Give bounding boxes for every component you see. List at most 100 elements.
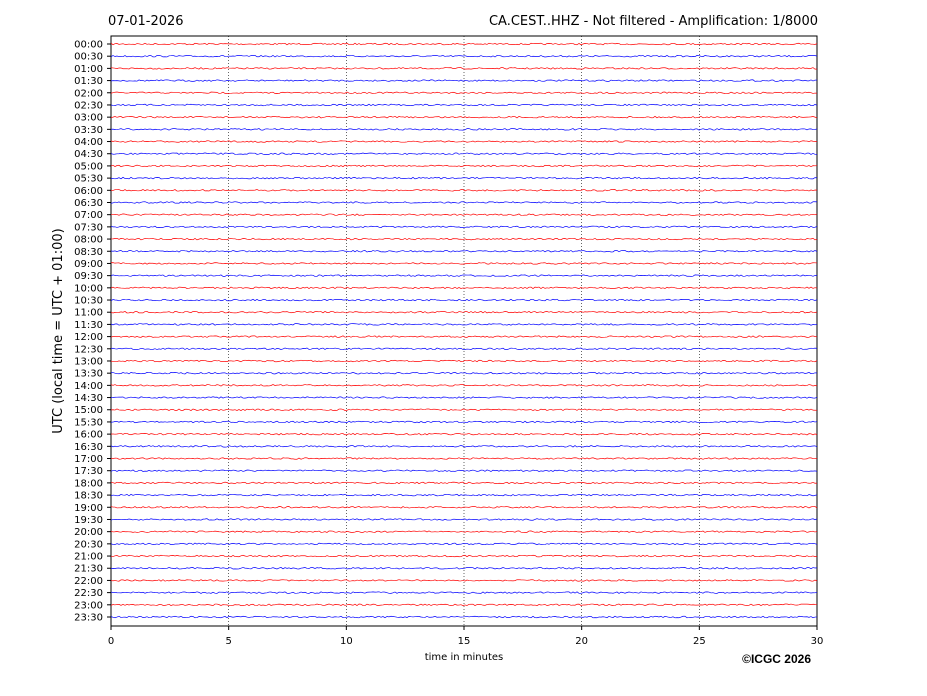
trace (110, 408, 818, 411)
y-tick-label: 22:00 (74, 576, 103, 587)
y-tick-label: 12:30 (74, 344, 103, 355)
y-tick-label: 21:30 (74, 564, 103, 575)
x-axis-label: time in minutes (425, 652, 504, 663)
trace (110, 481, 818, 485)
trace (110, 323, 818, 326)
y-tick-label: 00:30 (74, 52, 103, 63)
y-tick-label: 14:30 (74, 393, 103, 404)
trace (110, 432, 818, 436)
y-tick-label: 11:00 (74, 308, 103, 319)
trace (110, 128, 818, 131)
trace (110, 603, 818, 606)
x-tick-label: 25 (693, 636, 706, 647)
y-tick-label: 17:00 (74, 454, 103, 465)
trace (110, 152, 818, 155)
trace (110, 420, 818, 424)
trace (110, 250, 818, 253)
y-tick-label: 18:00 (74, 478, 103, 489)
y-tick-label: 15:00 (74, 405, 103, 416)
y-tick-label: 02:30 (74, 100, 103, 111)
trace (110, 445, 818, 448)
y-tick-label: 08:30 (74, 247, 103, 258)
y-tick-label: 04:00 (74, 137, 103, 148)
y-tick-label: 21:00 (74, 552, 103, 563)
trace (110, 103, 818, 107)
trace (110, 615, 818, 619)
y-tick-label: 19:30 (74, 515, 103, 526)
y-tick-label: 00:00 (74, 40, 103, 51)
trace (110, 91, 818, 94)
y-tick-label: 15:30 (74, 417, 103, 428)
y-tick-label: 11:30 (74, 320, 103, 331)
y-tick-label: 04:30 (74, 149, 103, 160)
trace (110, 262, 818, 265)
y-tick-label: 16:30 (74, 442, 103, 453)
trace (110, 567, 818, 570)
trace (110, 54, 818, 58)
y-tick-label: 20:00 (74, 527, 103, 538)
x-tick-label: 10 (340, 636, 353, 647)
x-tick-label: 30 (811, 636, 824, 647)
trace (110, 347, 818, 350)
trace (110, 298, 818, 302)
y-tick-label: 08:00 (74, 235, 103, 246)
trace (110, 530, 818, 533)
y-tick-label: 10:00 (74, 283, 103, 294)
x-tick-label: 20 (575, 636, 588, 647)
y-tick-label: 17:30 (74, 466, 103, 477)
trace (110, 42, 818, 46)
trace (110, 176, 818, 180)
y-tick-label: 18:30 (74, 491, 103, 502)
trace (110, 384, 818, 387)
x-tick-label: 5 (225, 636, 231, 647)
y-tick-label: 23:30 (74, 613, 103, 624)
trace (110, 506, 818, 509)
trace (110, 396, 818, 399)
y-tick-label: 02:00 (74, 88, 103, 99)
y-tick-label: 19:00 (74, 503, 103, 514)
trace (110, 67, 818, 70)
trace (110, 201, 818, 204)
x-tick-label: 0 (108, 636, 114, 647)
trace (110, 579, 818, 582)
trace (110, 274, 818, 277)
trace (110, 335, 818, 338)
x-tick-label: 15 (458, 636, 471, 647)
trace (110, 542, 818, 546)
y-tick-label: 09:00 (74, 259, 103, 270)
trace (110, 140, 818, 143)
trace (110, 518, 818, 521)
trace (110, 286, 818, 290)
trace (110, 311, 818, 314)
y-tick-label: 10:30 (74, 296, 103, 307)
y-tick-label: 13:00 (74, 356, 103, 367)
y-tick-label: 23:00 (74, 600, 103, 611)
y-tick-label: 14:00 (74, 381, 103, 392)
trace (110, 591, 818, 594)
y-axis-label: UTC (local time = UTC + 01:00) (51, 228, 66, 433)
y-tick-label: 06:00 (74, 186, 103, 197)
trace (110, 371, 818, 375)
trace (110, 237, 818, 241)
trace (110, 469, 818, 472)
trace (110, 164, 818, 168)
y-tick-label: 09:30 (74, 271, 103, 282)
y-tick-label: 12:00 (74, 332, 103, 343)
y-tick-label: 05:30 (74, 174, 103, 185)
trace (110, 493, 818, 497)
y-tick-label: 16:00 (74, 430, 103, 441)
y-tick-label: 01:30 (74, 76, 103, 87)
y-tick-label: 06:30 (74, 198, 103, 209)
y-tick-label: 03:00 (74, 113, 103, 124)
copyright: ©ICGC 2026 (742, 652, 811, 666)
y-tick-label: 13:30 (74, 369, 103, 380)
y-tick-label: 22:30 (74, 588, 103, 599)
trace (110, 115, 818, 119)
trace (110, 554, 818, 558)
y-tick-label: 07:30 (74, 222, 103, 233)
trace (110, 79, 818, 82)
trace (110, 189, 818, 192)
trace (110, 213, 818, 216)
chart-title: CA.CEST..HHZ - Not filtered - Amplificat… (489, 14, 818, 29)
